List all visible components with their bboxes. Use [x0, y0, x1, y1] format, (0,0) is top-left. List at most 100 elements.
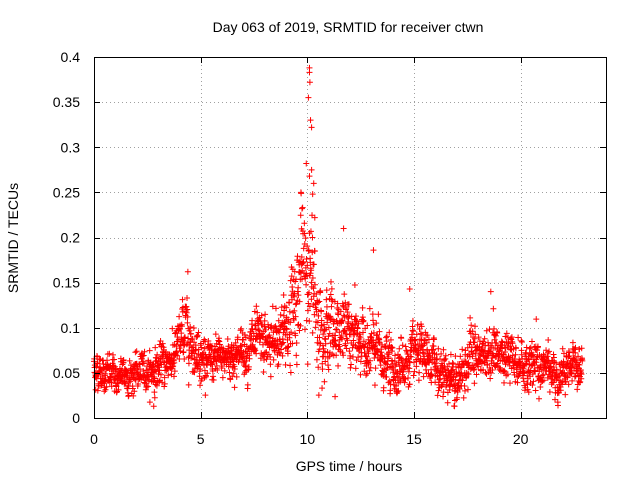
data-point: [172, 330, 179, 337]
data-point: [340, 352, 347, 359]
data-point: [509, 340, 516, 347]
data-point: [393, 382, 400, 389]
data-point: [399, 342, 406, 349]
data-point: [396, 345, 403, 352]
data-point: [539, 372, 546, 379]
data-point: [526, 345, 533, 352]
data-point: [555, 374, 562, 381]
data-point: [374, 348, 381, 355]
data-point: [336, 329, 343, 336]
data-point: [313, 291, 320, 298]
data-point: [383, 333, 390, 340]
data-point: [411, 368, 418, 375]
data-point: [141, 348, 148, 355]
data-point: [404, 364, 411, 371]
data-point: [422, 366, 429, 373]
data-point: [414, 351, 421, 358]
data-point: [407, 347, 414, 354]
data-point: [186, 327, 193, 334]
data-point: [131, 388, 138, 395]
data-point: [456, 369, 463, 376]
data-point: [319, 385, 326, 392]
data-point: [372, 342, 379, 349]
data-point: [387, 387, 394, 394]
data-point: [169, 325, 176, 332]
data-point: [560, 358, 567, 365]
data-point: [310, 261, 317, 268]
data-point: [150, 403, 157, 410]
data-point: [323, 287, 330, 294]
data-point: [295, 284, 302, 291]
data-point: [505, 334, 512, 341]
data-point: [374, 331, 381, 338]
data-point: [396, 373, 403, 380]
data-point: [475, 363, 482, 370]
data-point: [457, 353, 464, 360]
data-point: [366, 305, 373, 312]
data-point: [501, 379, 508, 386]
data-point: [129, 385, 136, 392]
data-point: [318, 317, 325, 324]
data-point: [559, 345, 566, 352]
x-axis-label: GPS time / hours: [296, 458, 403, 474]
data-point: [339, 317, 346, 324]
data-point: [312, 281, 319, 288]
data-point: [139, 353, 146, 360]
data-point: [260, 333, 267, 340]
data-point: [176, 313, 183, 320]
data-point: [322, 358, 329, 365]
data-point: [287, 319, 294, 326]
data-point: [315, 392, 322, 399]
data-point: [410, 372, 417, 379]
data-point: [553, 360, 560, 367]
data-point: [319, 366, 326, 373]
data-point: [574, 386, 581, 393]
data-point: [210, 377, 217, 384]
data-point: [140, 360, 147, 367]
data-point: [305, 94, 312, 101]
data-point: [109, 351, 116, 358]
data-point: [523, 350, 530, 357]
data-point: [395, 351, 401, 358]
data-point: [299, 204, 306, 211]
data-point: [307, 270, 314, 277]
data-point: [144, 383, 151, 390]
data-point: [306, 289, 313, 296]
data-point: [420, 350, 427, 357]
data-point: [300, 245, 307, 252]
data-point: [392, 352, 399, 359]
data-point: [370, 247, 377, 254]
data-point: [354, 317, 361, 324]
data-point: [353, 357, 360, 364]
data-point: [575, 353, 582, 360]
data-point: [189, 335, 196, 342]
data-point: [406, 365, 413, 372]
data-point: [212, 331, 219, 338]
data-points: [91, 64, 586, 410]
y-tick-label: 0.05: [53, 365, 80, 381]
data-point: [231, 366, 238, 373]
data-point: [307, 117, 314, 124]
data-point: [450, 380, 457, 387]
data-point: [184, 313, 191, 320]
data-point: [520, 378, 527, 385]
data-point: [385, 353, 392, 360]
data-point: [293, 300, 300, 307]
data-point: [421, 353, 428, 360]
data-point: [219, 374, 226, 381]
data-point: [564, 374, 571, 381]
data-point: [546, 389, 553, 396]
data-point: [442, 352, 449, 359]
data-point: [291, 307, 298, 314]
data-point: [275, 361, 282, 368]
y-axis-label: SRMTID / TECUs: [5, 183, 21, 293]
data-point: [303, 281, 310, 288]
data-point: [151, 389, 158, 396]
data-point: [347, 352, 354, 359]
data-point: [280, 291, 287, 298]
data-point: [340, 225, 347, 232]
data-point: [292, 332, 299, 339]
data-point: [201, 345, 208, 352]
data-point: [182, 334, 189, 341]
data-point: [261, 317, 268, 324]
